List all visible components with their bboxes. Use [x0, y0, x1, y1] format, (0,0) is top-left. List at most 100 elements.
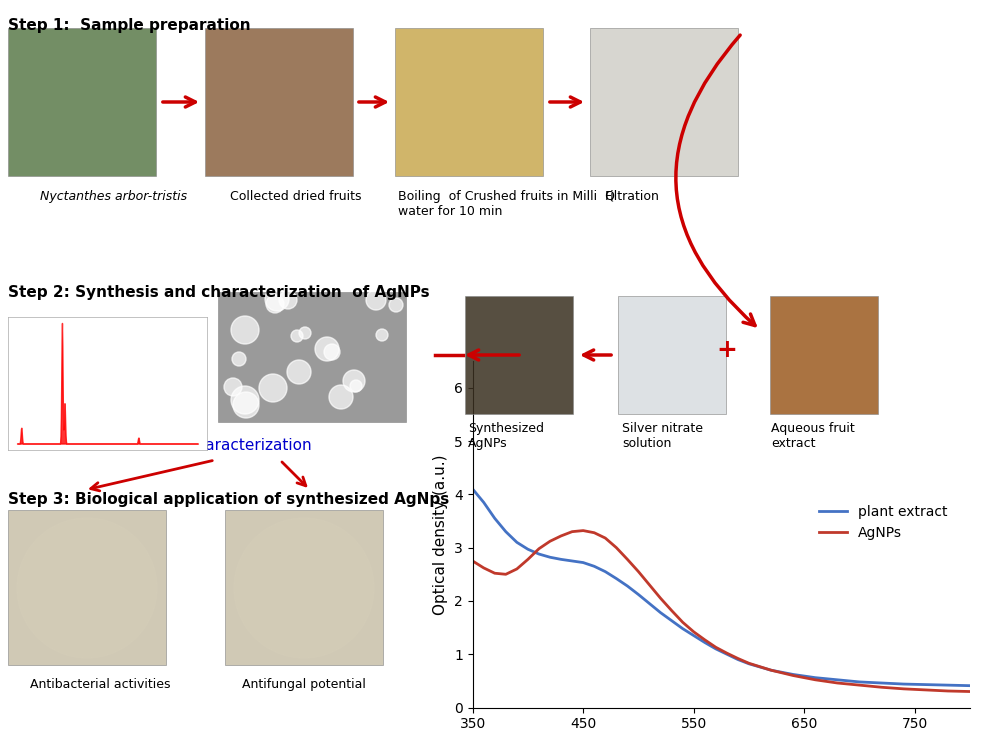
plant extract: [654, 608, 666, 617]
plant extract: [808, 674, 820, 682]
plant extract: [941, 681, 953, 690]
Circle shape: [389, 298, 403, 312]
plant extract: [687, 631, 699, 640]
AgNPs: [477, 564, 489, 573]
AgNPs: [687, 627, 699, 636]
AgNPs: [577, 526, 588, 535]
AgNPs: [764, 666, 776, 674]
Circle shape: [286, 360, 311, 384]
AgNPs: [566, 527, 578, 536]
plant extract: [477, 498, 489, 507]
Bar: [395, 28, 543, 176]
Circle shape: [343, 370, 365, 392]
AgNPs: [598, 534, 610, 542]
AgNPs: [676, 618, 688, 626]
Circle shape: [299, 327, 311, 339]
plant extract: [488, 514, 500, 523]
AgNPs: [654, 594, 666, 603]
plant extract: [643, 599, 655, 608]
plant extract: [522, 545, 534, 553]
Circle shape: [234, 518, 374, 658]
AgNPs: [587, 528, 599, 537]
plant extract: [698, 638, 710, 647]
plant extract: [721, 650, 733, 659]
plant extract: [743, 660, 754, 668]
plant extract: [875, 679, 887, 688]
Bar: [218, 292, 406, 422]
plant extract: [566, 556, 578, 565]
Text: Aqueous fruit
extract: Aqueous fruit extract: [770, 422, 854, 450]
Text: Step 3: Biological application of synthesized AgNps: Step 3: Biological application of synthe…: [8, 492, 449, 507]
AgNPs: [963, 687, 975, 696]
AgNPs: [621, 555, 633, 564]
Text: Antibacterial activities: Antibacterial activities: [30, 678, 170, 691]
AgNPs: [643, 581, 655, 590]
Circle shape: [233, 392, 258, 418]
plant extract: [510, 538, 522, 547]
AgNPs: [919, 685, 931, 694]
plant extract: [919, 680, 931, 689]
Text: Filtration: Filtration: [604, 190, 659, 203]
plant extract: [665, 616, 677, 625]
Text: Collected dried fruits: Collected dried fruits: [230, 190, 361, 203]
Bar: [589, 28, 738, 176]
Bar: [205, 28, 353, 176]
Bar: [8, 28, 156, 176]
Circle shape: [278, 291, 296, 309]
AgNPs: [941, 687, 953, 696]
Line: plant extract: plant extract: [472, 489, 969, 685]
Circle shape: [366, 290, 386, 310]
plant extract: [676, 624, 688, 633]
plant extract: [577, 558, 588, 567]
Bar: [769, 296, 877, 414]
Circle shape: [17, 518, 157, 658]
plant extract: [499, 527, 511, 536]
plant extract: [732, 655, 744, 664]
Text: Silver nitrate
solution: Silver nitrate solution: [621, 422, 703, 450]
AgNPs: [786, 671, 798, 680]
Legend: plant extract, AgNPs: plant extract, AgNPs: [813, 500, 952, 546]
AgNPs: [466, 556, 478, 565]
Circle shape: [258, 374, 286, 402]
plant extract: [963, 681, 975, 690]
Bar: [8, 510, 166, 665]
AgNPs: [665, 606, 677, 615]
plant extract: [609, 574, 621, 583]
Circle shape: [232, 352, 246, 366]
Bar: [617, 296, 726, 414]
Text: Boiling  of Crushed fruits in Milli  Q
water for 10 min: Boiling of Crushed fruits in Milli Q wat…: [398, 190, 614, 218]
AgNPs: [831, 679, 843, 688]
AgNPs: [632, 567, 644, 576]
plant extract: [786, 670, 798, 679]
plant extract: [466, 485, 478, 494]
AgNPs: [533, 545, 545, 553]
plant extract: [555, 555, 567, 564]
AgNPs: [698, 635, 710, 644]
Circle shape: [264, 287, 288, 311]
plant extract: [831, 675, 843, 684]
AgNPs: [709, 643, 721, 652]
AgNPs: [522, 555, 534, 564]
Text: Synthesized
AgNPs: Synthesized AgNPs: [467, 422, 544, 450]
Circle shape: [265, 295, 283, 313]
AgNPs: [499, 570, 511, 579]
Circle shape: [290, 330, 303, 342]
AgNPs: [897, 685, 909, 694]
Text: Nyctanthes arbor-tristis: Nyctanthes arbor-tristis: [40, 190, 187, 203]
Circle shape: [350, 380, 362, 392]
plant extract: [621, 581, 633, 590]
Bar: [225, 510, 383, 665]
plant extract: [533, 550, 545, 559]
Y-axis label: Optical density (a.u.): Optical density (a.u.): [433, 454, 448, 615]
Circle shape: [231, 386, 258, 414]
AgNPs: [488, 569, 500, 578]
Circle shape: [315, 337, 339, 361]
Text: +: +: [716, 338, 737, 362]
Circle shape: [231, 316, 258, 344]
plant extract: [632, 590, 644, 599]
AgNPs: [609, 543, 621, 552]
Text: Step 2: Synthesis and characterization  of AgNPs: Step 2: Synthesis and characterization o…: [8, 285, 429, 300]
AgNPs: [875, 683, 887, 692]
Circle shape: [329, 385, 353, 409]
plant extract: [544, 553, 556, 562]
